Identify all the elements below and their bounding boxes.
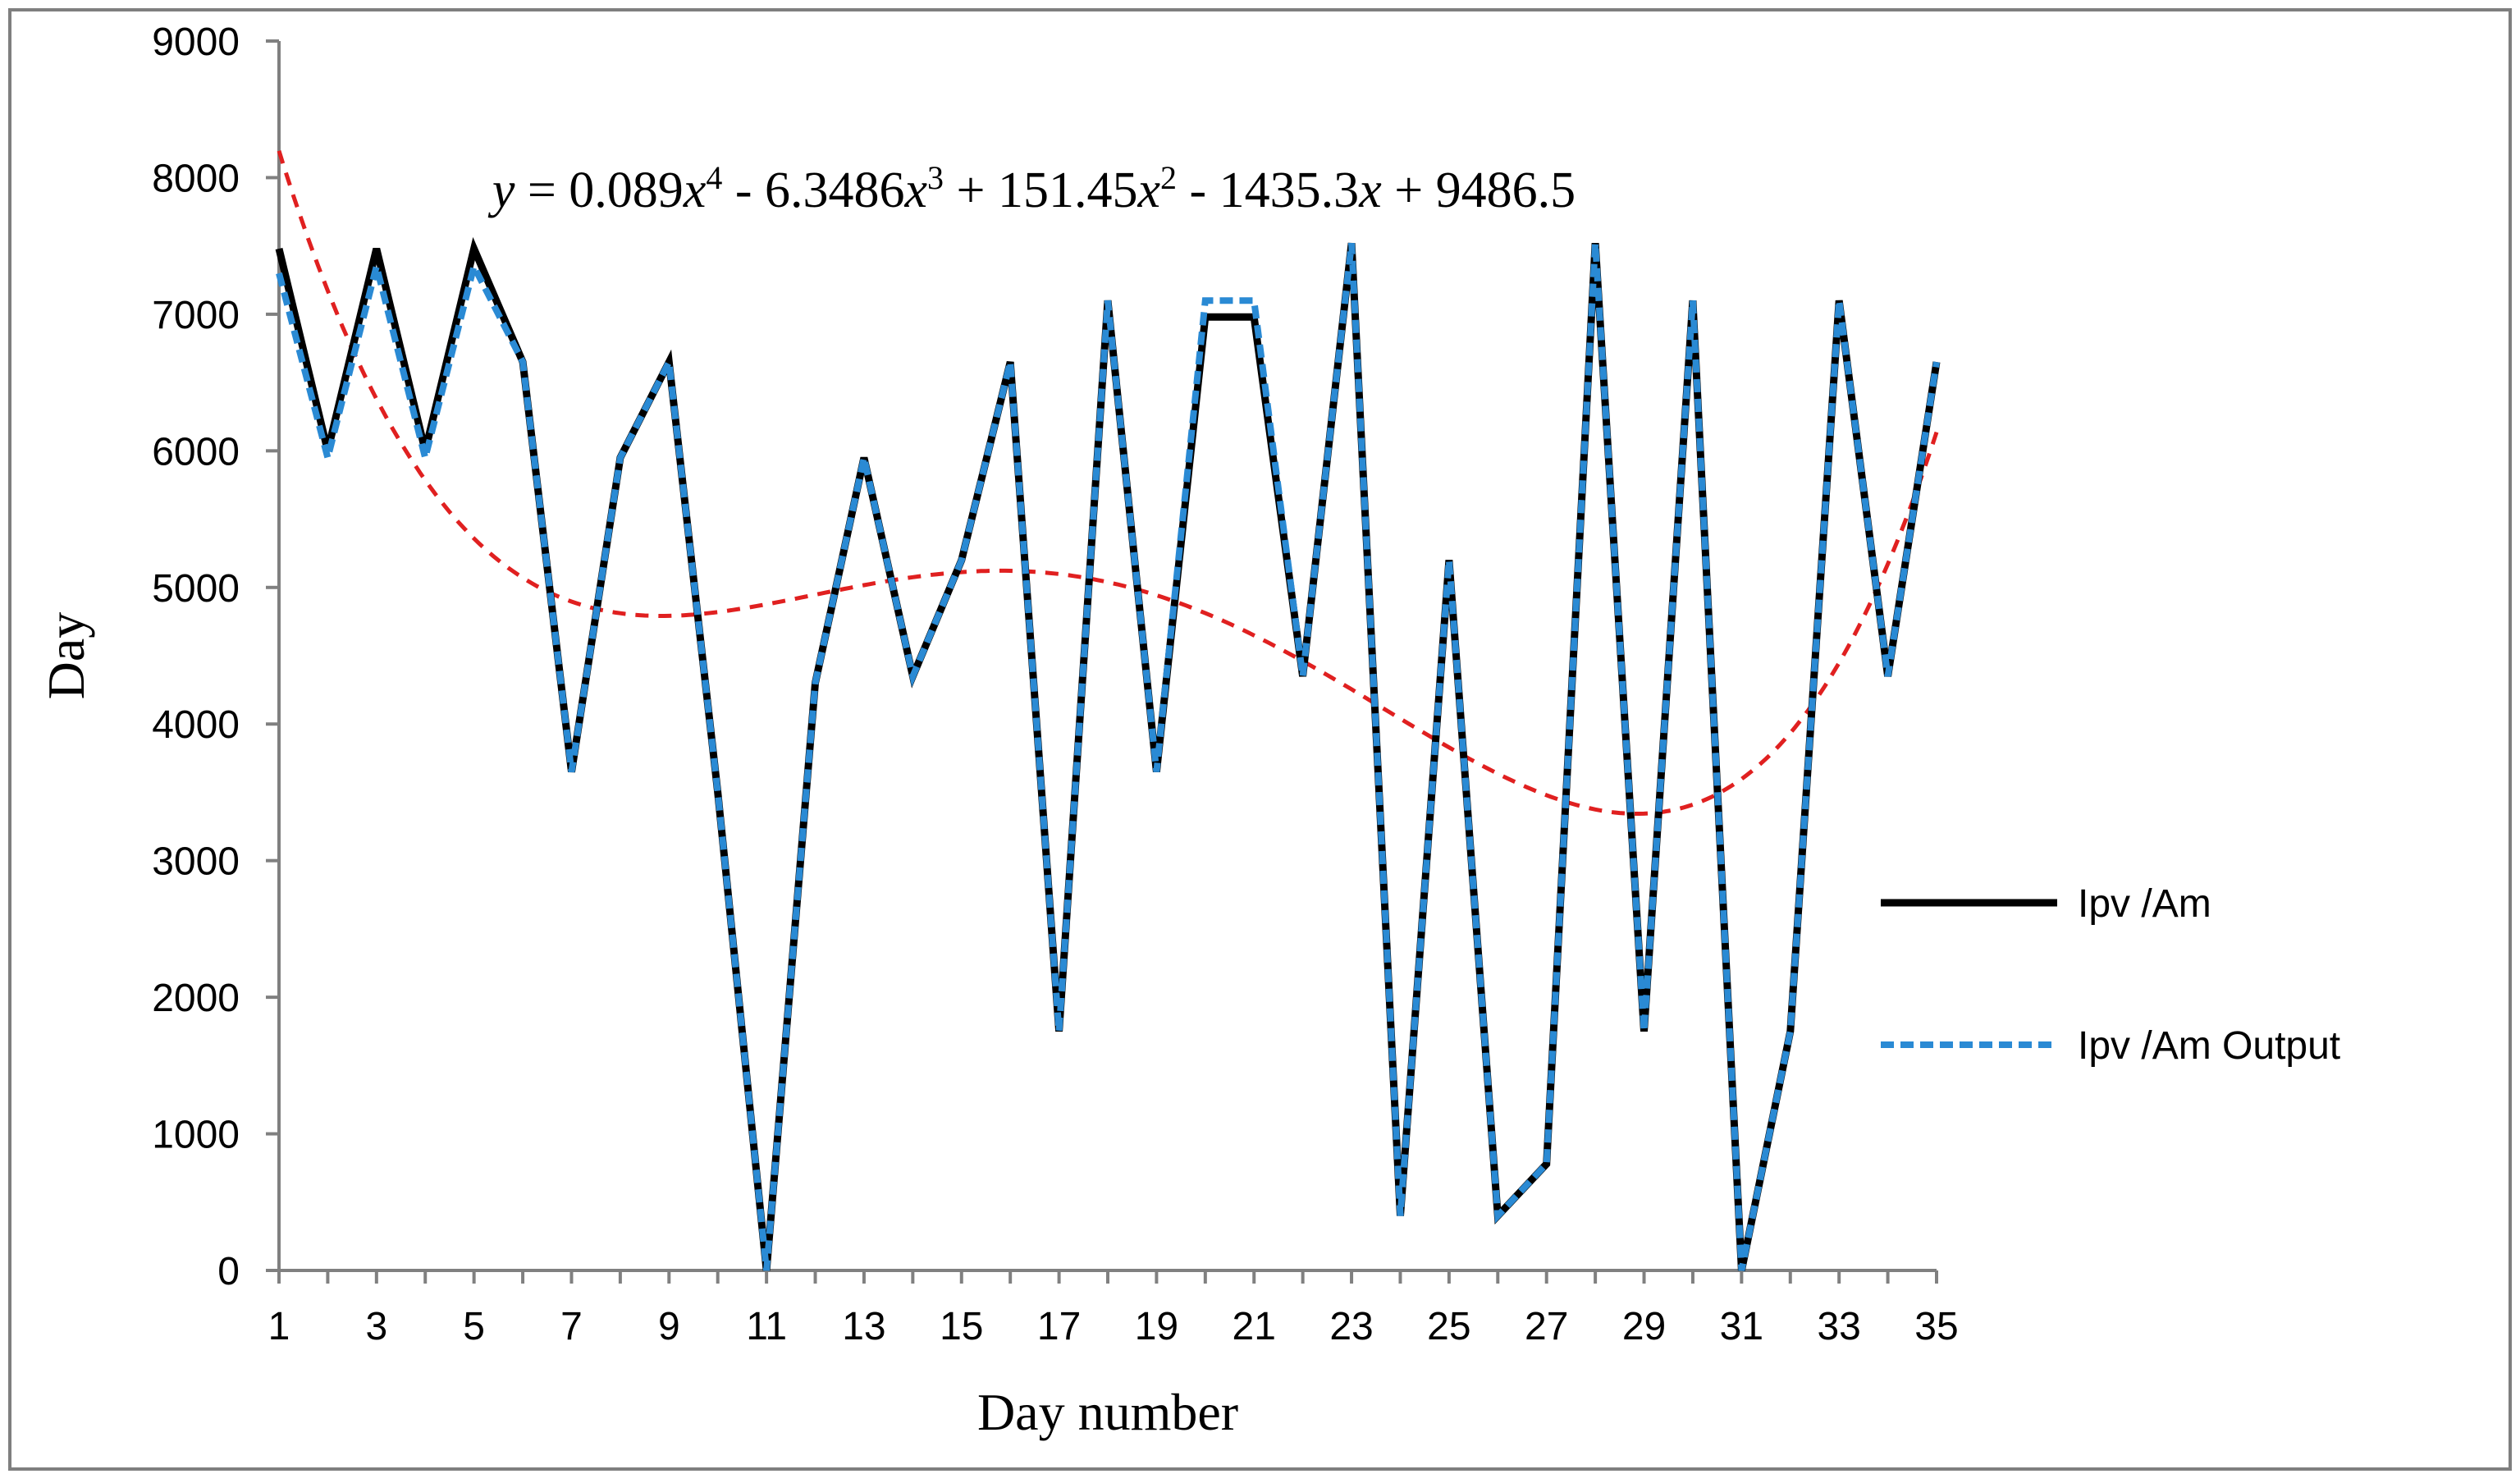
equation-part: 4 [706,159,722,196]
x-tick-label: 33 [1817,1305,1860,1348]
y-tick-label: 8000 [152,157,240,200]
x-tick-label: 5 [463,1305,485,1348]
legend: Ipv /Am Ipv /Am Output [1881,882,2340,1068]
equation-part: x [1137,162,1161,218]
axes [266,39,1938,1284]
x-axis-title: Day number [977,1383,1238,1441]
x-tick-label: 25 [1427,1305,1470,1348]
equation-part: x [683,162,707,218]
chart-border [8,8,2512,1471]
x-tick-label: 21 [1233,1305,1276,1348]
x-tick-label: 19 [1135,1305,1178,1348]
y-tick-label: 3000 [152,840,240,884]
equation-part: x [1358,162,1382,218]
equation-part: 3 [927,159,944,196]
y-tick-label: 2000 [152,977,240,1020]
x-tick-label: 7 [560,1305,583,1348]
x-tick-label: 35 [1914,1305,1958,1348]
y-tick-label: 0 [217,1250,240,1293]
x-tick-label: 15 [940,1305,983,1348]
legend-label-1: Ipv /Am [2078,882,2211,926]
legend-label-2: Ipv /Am Output [2078,1024,2340,1068]
series-line-2 [276,242,1940,1271]
y-tick-label: 6000 [152,430,240,474]
equation-part: + 9486.5 [1382,162,1576,218]
x-tick-label: 1 [268,1305,290,1348]
x-tick-label: 11 [746,1305,787,1348]
x-tick-label: 29 [1622,1305,1666,1348]
x-tick-label: 3 [365,1305,387,1348]
equation-part: + 151.45 [944,162,1137,218]
equation-part: - 1435.3 [1177,162,1359,218]
x-tick-label: 31 [1720,1305,1763,1348]
x-tick-label: 9 [658,1305,680,1348]
x-tick-label: 23 [1329,1305,1373,1348]
y-axis-title: Day [37,612,95,700]
x-tick-label: 27 [1525,1305,1568,1348]
equation-part: = 0.089 [515,162,683,218]
x-tick-label: 13 [842,1305,885,1348]
trendline-equation: y = 0.089x4 - 6.3486x3 + 151.45x2 - 1435… [487,159,1576,219]
y-tick-label: 9000 [152,21,240,64]
y-tick-label: 1000 [152,1114,240,1157]
equation-part: 2 [1160,159,1177,196]
series-layer [275,236,1941,1271]
y-tick-label: 5000 [152,567,240,611]
equation-part: x [904,162,928,218]
x-tick-label: 17 [1037,1305,1081,1348]
equation-part: - 6.3486 [722,162,904,218]
equation-part: y [487,162,515,218]
y-tick-label: 7000 [152,294,240,337]
y-tick-label: 4000 [152,703,240,747]
